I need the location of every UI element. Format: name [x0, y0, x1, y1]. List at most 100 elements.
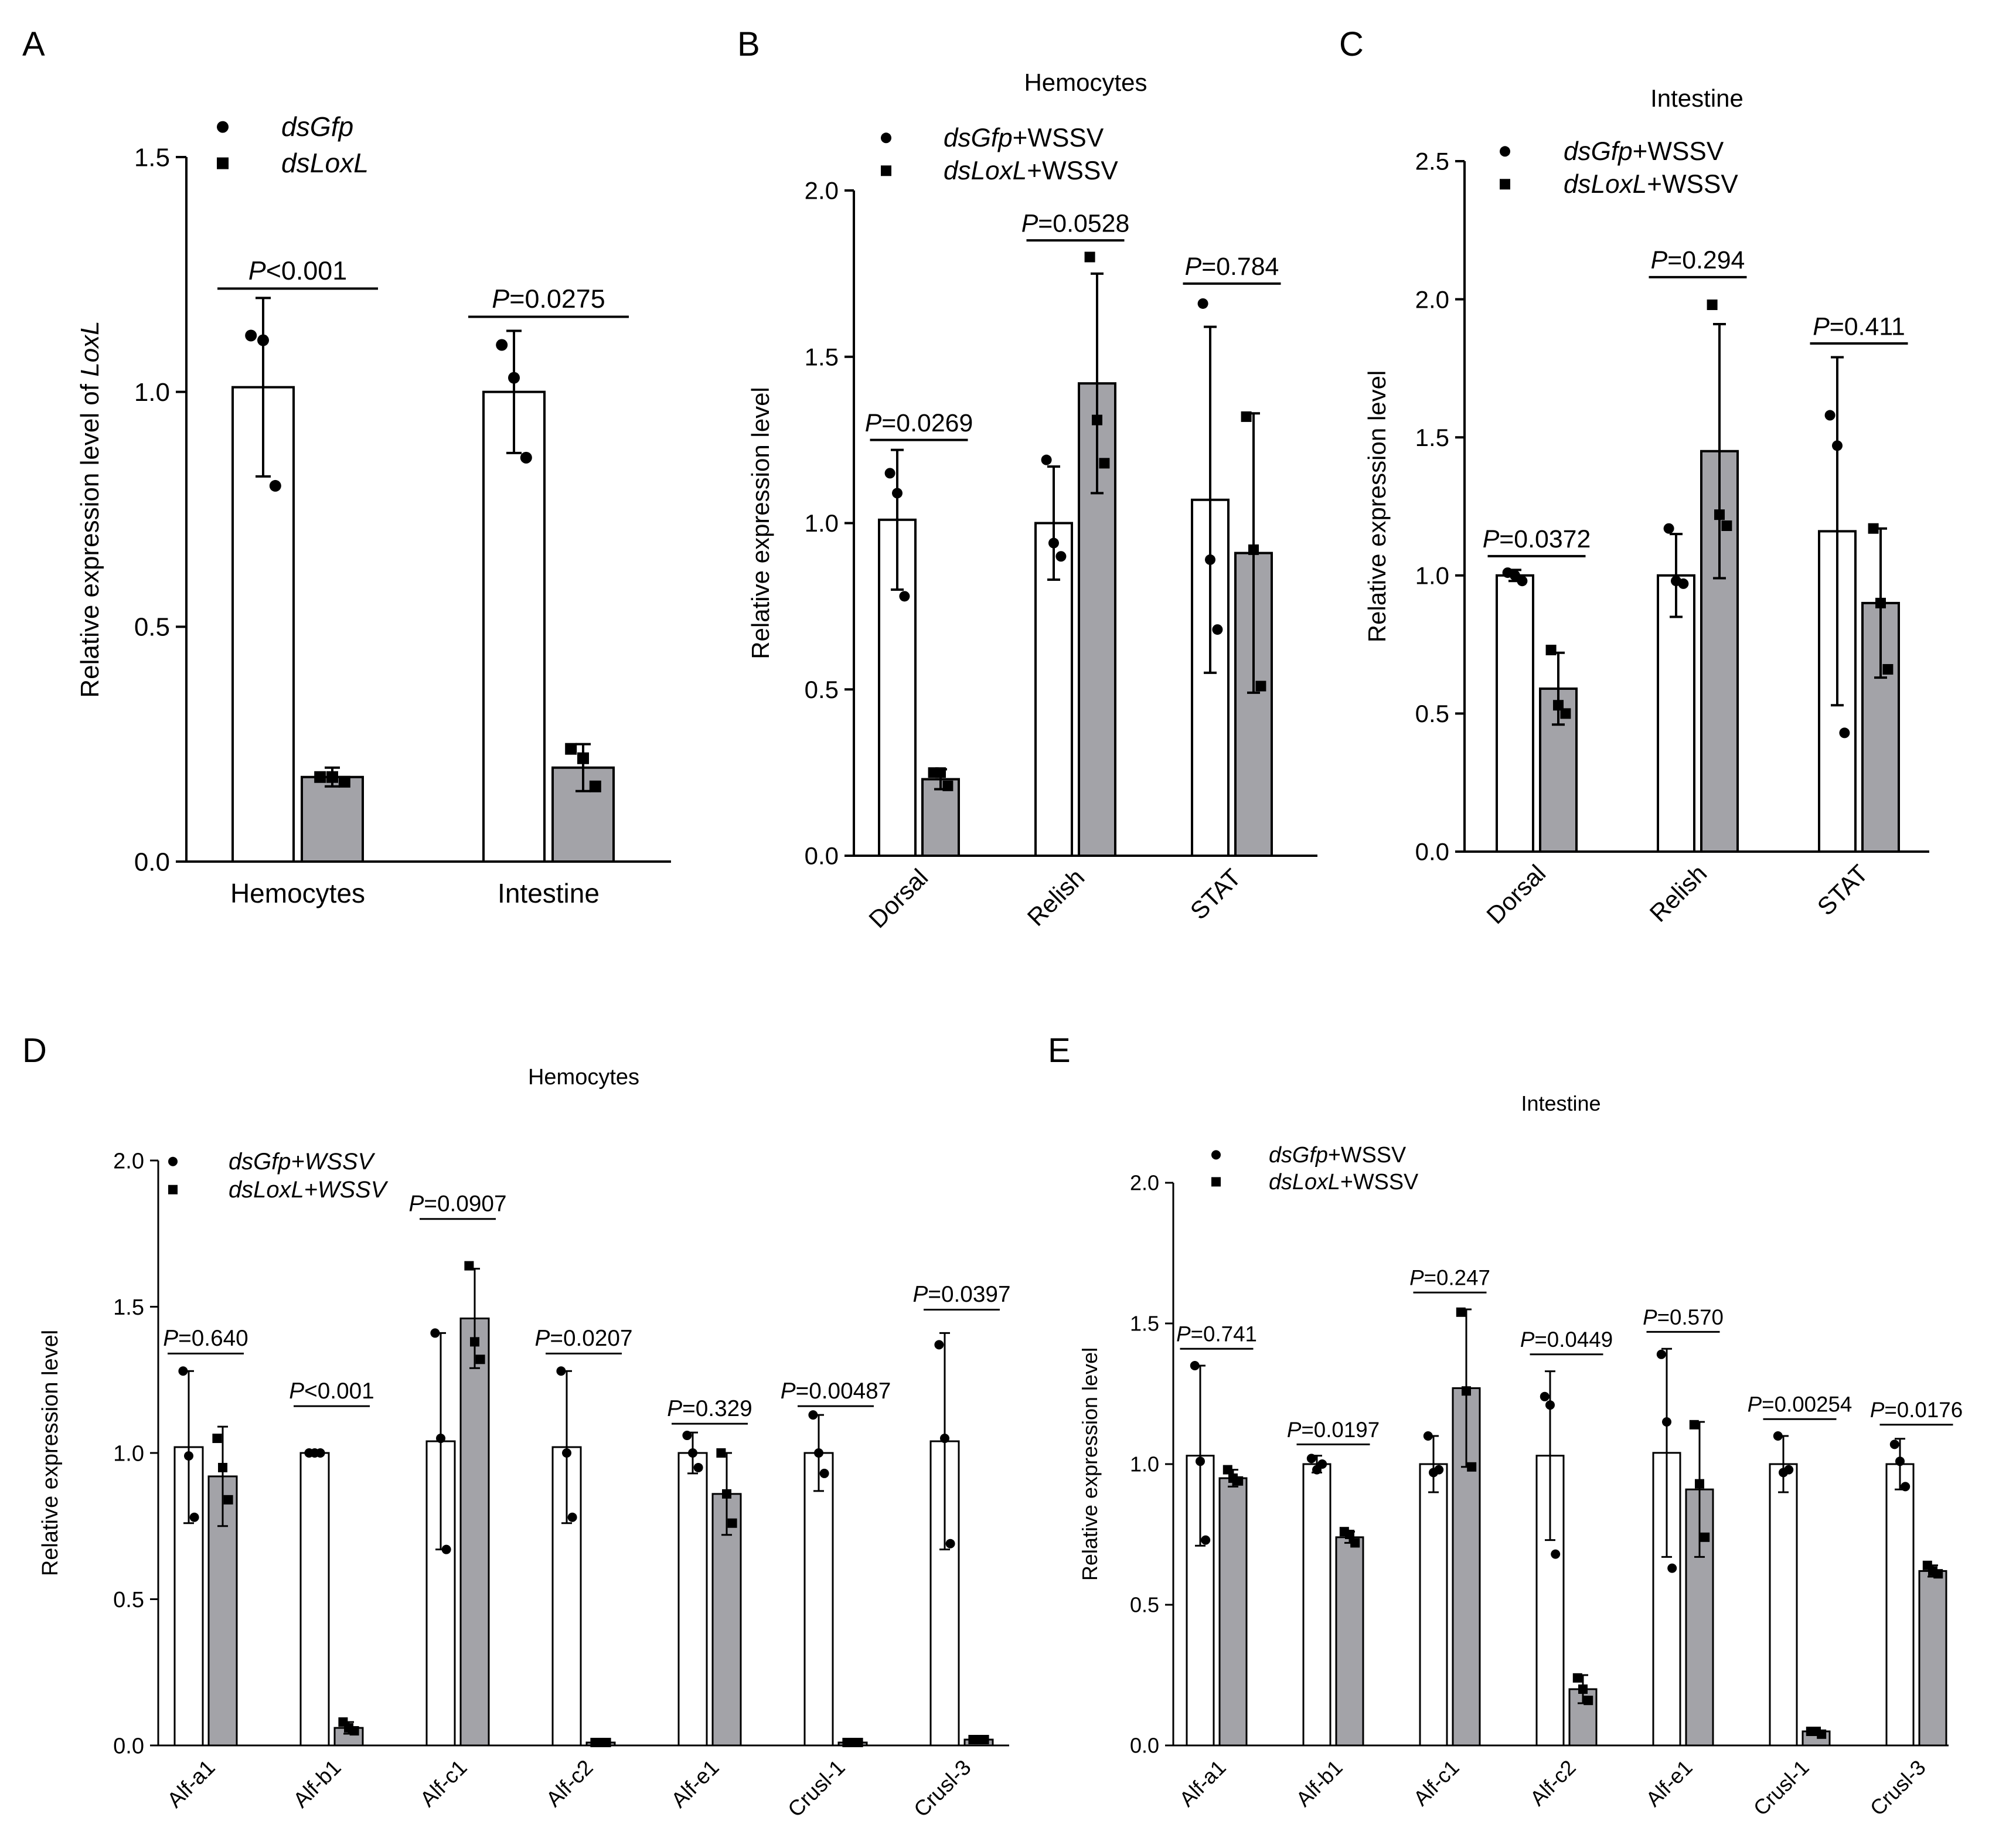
panel-e-data-point — [1190, 1361, 1200, 1370]
panel-d-legend-label-part-0: dsGfp+WSSV — [229, 1149, 376, 1175]
panel-e-data-point — [1234, 1476, 1244, 1486]
panel-c-data-point — [1560, 708, 1571, 719]
panel-e-pvalue-label-part-1: =0.0449 — [1534, 1328, 1613, 1352]
panel-b-legend-marker-circle — [881, 132, 891, 144]
panel-c-legend-marker-circle — [1500, 146, 1510, 157]
panel-b-legend-label-part-0: dsGfp — [944, 124, 1013, 152]
panel-e-data-point — [1423, 1431, 1433, 1441]
panel-c-y-tick-label: 1.0 — [1415, 562, 1449, 590]
panel-e-data-point — [1306, 1454, 1316, 1464]
panel-e-pvalue-label-part-0: P — [1748, 1393, 1762, 1417]
panel-e-data-point — [1540, 1391, 1550, 1401]
panel-e-title: Intestine — [1521, 1091, 1600, 1115]
panel-d-pvalue-label-part-0: P — [289, 1379, 304, 1404]
panel-b-pvalue-label-part-0: P — [1185, 253, 1202, 281]
panel-a-data-point — [577, 752, 589, 764]
panel-b-legend-label-part-0: dsLoxL — [944, 156, 1027, 185]
panel-e-pvalue-label: P=0.741 — [1176, 1322, 1257, 1346]
panel-c-data-point — [1707, 300, 1718, 311]
panel-e-data-point — [1462, 1386, 1471, 1396]
panel-e-data-point — [1656, 1349, 1666, 1359]
panel-b-title: Hemocytes — [1024, 69, 1147, 96]
panel-e-bar-treatment — [1218, 1477, 1248, 1747]
panel-c-data-point — [1553, 700, 1564, 711]
panel-c-y-label-part-0: Relative expression level — [1363, 370, 1391, 643]
panel-c-pvalue-label: P=0.0372 — [1483, 525, 1591, 553]
panel-d-pvalue-label-part-0: P — [534, 1326, 550, 1351]
panel-b-y-tick-label: 0.5 — [805, 676, 839, 703]
panel-d-pvalue-label: P=0.0907 — [408, 1192, 506, 1217]
panel-b-pvalue-label-part-0: P — [1021, 209, 1038, 237]
panel-d-pvalue-label-part-0: P — [667, 1396, 682, 1421]
panel-e-pvalue-label: P=0.0197 — [1287, 1418, 1380, 1442]
panel-d-data-point — [441, 1544, 451, 1554]
panel-b-pvalue-label-part-1: =0.0269 — [881, 409, 973, 437]
panel-b-data-point — [884, 468, 895, 479]
panel-d-pvalue-label: P=0.0207 — [534, 1326, 632, 1351]
panel-e-y-tick-label: 0.0 — [1130, 1734, 1159, 1758]
panel-d-pvalue-label-part-0: P — [408, 1192, 424, 1217]
panel-e-pvalue-label: P=0.247 — [1409, 1266, 1490, 1290]
panel-a-y-label: Relative expression level of LoxL — [76, 321, 104, 697]
panel-e-letter: E — [1048, 1032, 1071, 1070]
panel-c-y-tick-label: 2.5 — [1415, 148, 1449, 175]
panel-d-data-point — [819, 1468, 829, 1478]
panel-e-data-point — [1551, 1549, 1561, 1559]
panel-c-y-label: Relative expression level — [1363, 370, 1391, 643]
panel-d-pvalue-label-part-1: =0.00487 — [796, 1379, 891, 1404]
panel-a-legend-marker-square — [217, 157, 229, 169]
panel-e-data-point — [1933, 1569, 1943, 1579]
panel-e-bar-control — [1419, 1463, 1448, 1747]
panel-e-data-point — [1196, 1456, 1205, 1466]
panel-d-data-point — [808, 1410, 818, 1420]
panel-c-pvalue-label: P=0.411 — [1813, 312, 1905, 341]
panel-b-data-point — [1248, 544, 1259, 555]
panel-a-bar-treatment — [301, 775, 364, 863]
panel-d-data-point — [218, 1462, 227, 1472]
panel-a-legend-label: dsLoxL — [281, 148, 369, 178]
panel-b-y-tick-label: 1.0 — [805, 509, 839, 537]
panel-a-y-tick-label: 0.0 — [134, 848, 170, 876]
panel-c-data-point — [1721, 520, 1732, 531]
panel-e-data-point — [1583, 1696, 1593, 1706]
panel-e-data-point — [1467, 1462, 1477, 1472]
panel-e-pvalue-label-part-0: P — [1409, 1266, 1424, 1290]
panel-e-data-point — [1889, 1439, 1899, 1449]
panel-e-data-point — [1578, 1684, 1588, 1694]
panel-c-pvalue-label-part-1: =0.411 — [1830, 312, 1905, 341]
panel-c-pvalue-label: P=0.294 — [1651, 246, 1745, 274]
panel-e-data-point — [1201, 1535, 1211, 1545]
panel-b-data-point — [942, 780, 953, 791]
panel-d-data-point — [814, 1448, 823, 1458]
panel-d-y-tick-label: 0.0 — [113, 1734, 144, 1758]
panel-d-pvalue-label-part-1: =0.0207 — [550, 1326, 632, 1351]
panel-a-legend-label: dsGfp — [281, 111, 353, 142]
panel-a-pvalue-label: P<0.001 — [248, 256, 347, 285]
panel-d-data-point — [178, 1366, 188, 1376]
panel-c-pvalue-label-part-0: P — [1813, 312, 1830, 341]
panel-e-pvalue-label: P=0.0449 — [1520, 1328, 1613, 1352]
panel-c-y-tick-label: 2.0 — [1415, 285, 1449, 313]
panel-e-legend-label-part-0: dsLoxL — [1269, 1170, 1340, 1194]
panel-b-data-point — [1205, 554, 1215, 565]
panel-d-pvalue-label-part-0: P — [163, 1326, 178, 1351]
panel-d-bar-treatment — [711, 1493, 742, 1747]
panel-e-data-point — [1773, 1431, 1783, 1441]
panel-c-y-tick-label: 0.5 — [1415, 700, 1449, 727]
panel-d-pvalue-label-part-1: <0.001 — [304, 1379, 374, 1404]
panel-d-data-point — [470, 1337, 479, 1347]
panel-d-data-point — [189, 1512, 199, 1522]
panel-e-pvalue-label: P=0.00254 — [1748, 1393, 1852, 1417]
panel-c-title: Intestine — [1650, 84, 1743, 112]
panel-c-legend-label-part-0: dsGfp — [1564, 137, 1633, 166]
panel-e-bar-treatment — [1335, 1536, 1364, 1747]
panel-d-pvalue-label: P=0.640 — [163, 1326, 248, 1351]
panel-e-data-point — [1545, 1400, 1555, 1410]
panel-e-y-tick-label: 2.0 — [1130, 1171, 1159, 1195]
panel-e-y-label-part-0: Relative expression level — [1078, 1347, 1102, 1581]
panel-a-legend-label-part-0: dsGfp — [281, 111, 353, 142]
panel-c-y-tick-label: 0.0 — [1415, 838, 1449, 866]
panel-b-y-label: Relative expression level — [747, 387, 774, 659]
panel-b-legend-label-part-1: +WSSV — [1013, 124, 1104, 152]
